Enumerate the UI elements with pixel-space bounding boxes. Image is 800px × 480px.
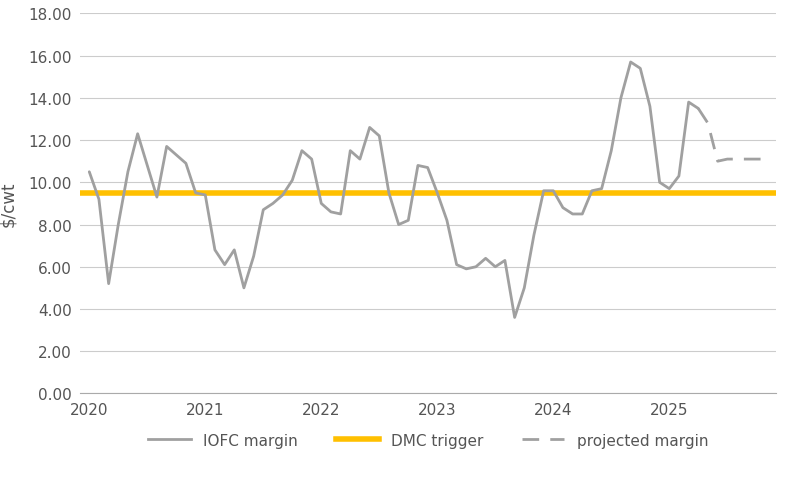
Legend: IOFC margin, DMC trigger, projected margin: IOFC margin, DMC trigger, projected marg… [142,427,714,454]
Y-axis label: $/cwt: $/cwt [0,181,17,227]
